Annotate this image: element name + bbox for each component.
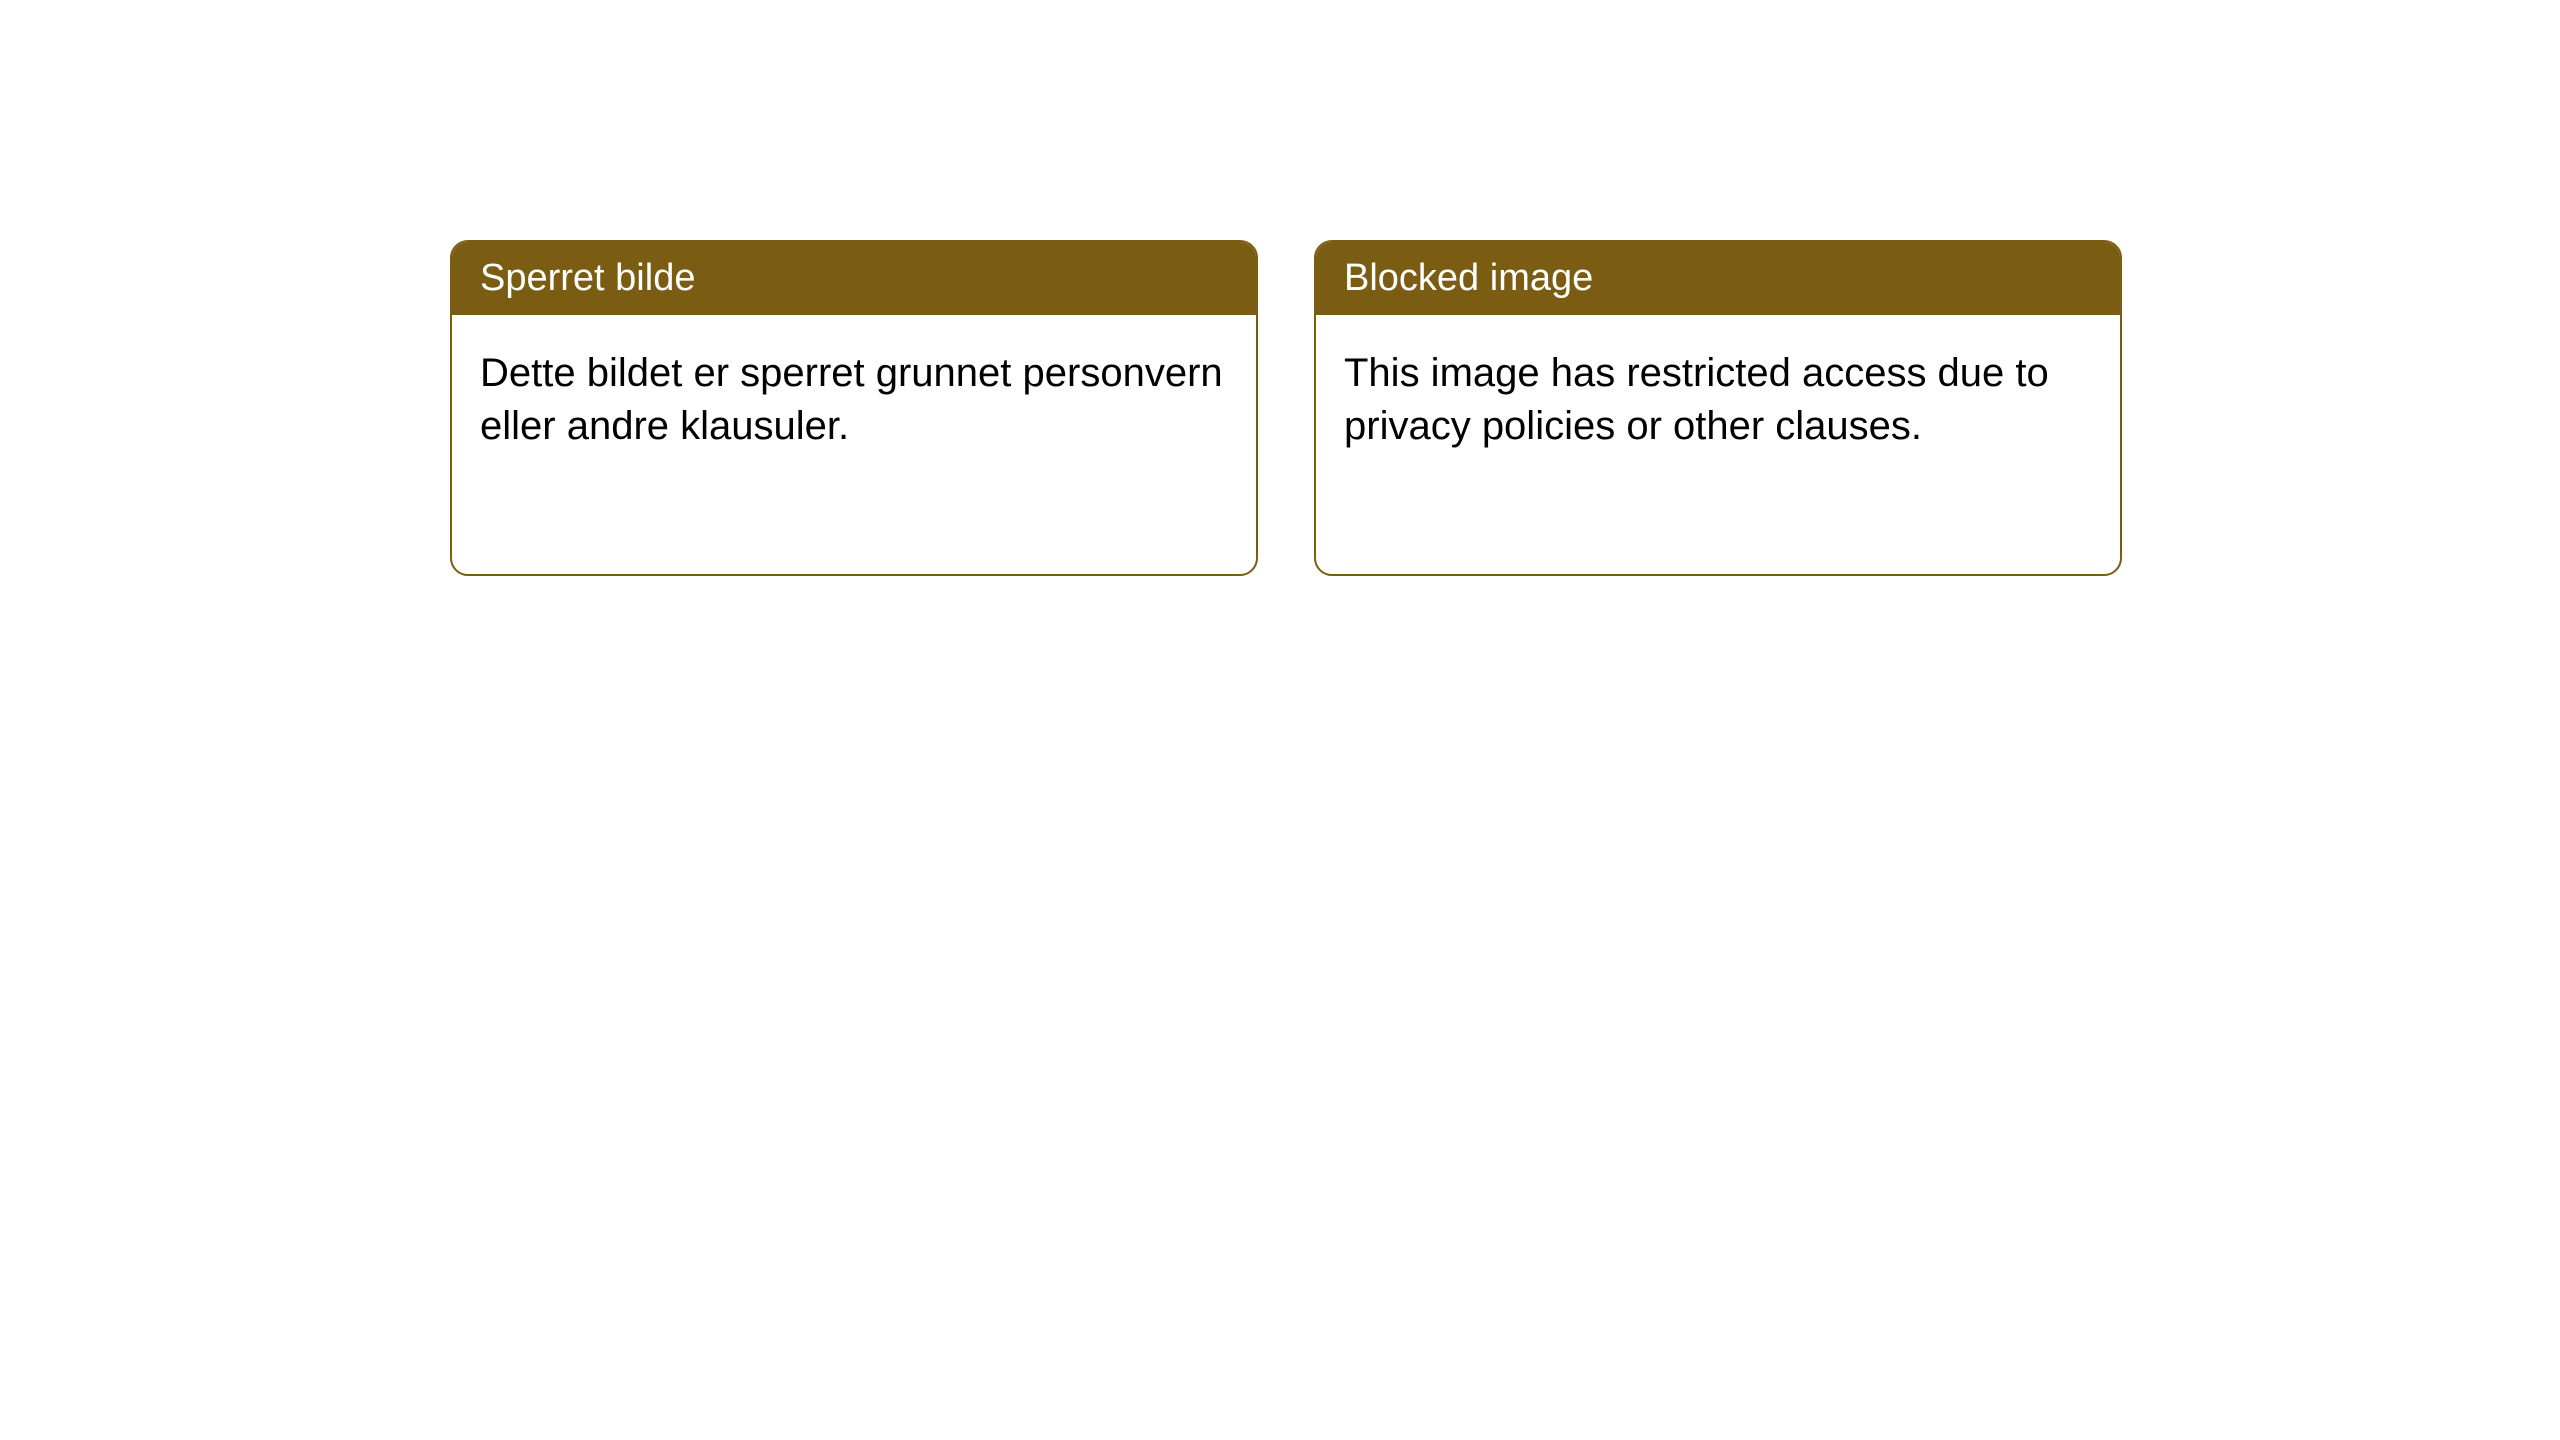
notice-card-norwegian: Sperret bilde Dette bildet er sperret gr… xyxy=(450,240,1258,576)
notice-cards-container: Sperret bilde Dette bildet er sperret gr… xyxy=(450,240,2122,576)
notice-card-english: Blocked image This image has restricted … xyxy=(1314,240,2122,576)
notice-header: Blocked image xyxy=(1316,242,2120,315)
notice-header: Sperret bilde xyxy=(452,242,1256,315)
notice-body: Dette bildet er sperret grunnet personve… xyxy=(452,315,1256,485)
notice-body: This image has restricted access due to … xyxy=(1316,315,2120,485)
